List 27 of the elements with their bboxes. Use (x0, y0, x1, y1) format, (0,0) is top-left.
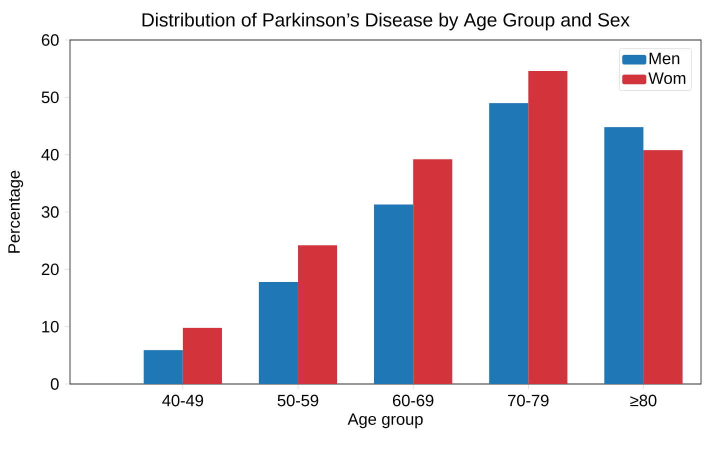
x-tick-label: 50-59 (278, 394, 318, 406)
bar (298, 245, 338, 384)
bar (489, 103, 528, 384)
x-tick-label: 40-49 (162, 394, 204, 406)
bar (182, 328, 222, 384)
y-tick-label: 50 (42, 92, 59, 104)
y-axis-title: Percentage (8, 170, 24, 253)
legend-label: Men (650, 52, 680, 64)
bar (144, 350, 183, 384)
y-tick-label: 20 (42, 264, 59, 276)
bar (528, 70, 568, 384)
bar (258, 282, 298, 384)
bar (374, 204, 414, 384)
legend-label: Wom (648, 72, 686, 84)
y-tick-label: 10 (42, 320, 59, 332)
y-tick-label: 0 (50, 378, 59, 390)
x-tick-label: 60-69 (392, 394, 434, 406)
chart-title: Distribution of Parkinson’s Disease by Age Group and Sex (142, 12, 630, 30)
x-tick-label: ≥80 (630, 394, 656, 406)
bar (413, 159, 452, 384)
y-tick-label: 60 (42, 34, 59, 46)
bar (604, 127, 644, 384)
x-tick-label: 70-79 (508, 394, 549, 406)
x-axis-title: Age group (348, 413, 423, 428)
y-tick-label: 30 (42, 206, 59, 218)
y-tick-label: 40 (41, 148, 59, 160)
bar (643, 150, 683, 384)
